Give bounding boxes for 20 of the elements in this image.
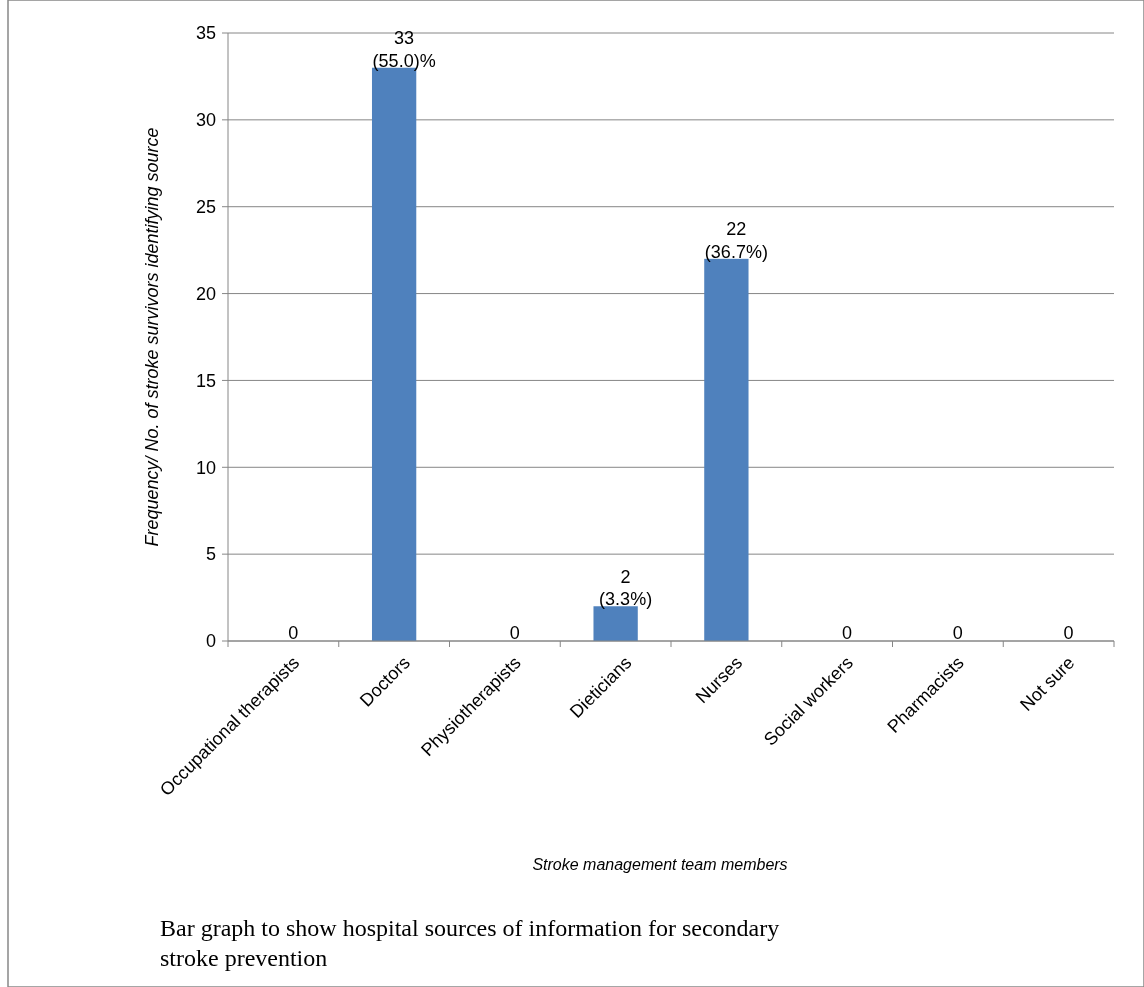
y-tick-label: 15 (195, 370, 216, 391)
data-label: 0 (952, 623, 963, 644)
y-axis-title: Frequency/ No. of stroke survivors identifying source (142, 127, 162, 547)
data-label: 0 (842, 623, 853, 644)
y-tick-label: 30 (195, 110, 216, 131)
y-tick-label: 5 (205, 544, 216, 565)
text: Bar graph to show hospital sources of information for secondary stroke prevention (160, 915, 780, 971)
y-tick-label: 10 (195, 457, 216, 478)
y-tick-label: 20 (195, 283, 216, 304)
data-label: 2 (3.3%) (599, 566, 653, 610)
y-tick-label: 35 (195, 23, 216, 44)
x-tick-label: Not sure (1016, 652, 1079, 715)
data-label: 0 (288, 623, 299, 644)
data-label: 0 (1063, 623, 1074, 644)
data-label: 33 (55.0)% (372, 28, 436, 71)
y-tick-label: 25 (195, 197, 216, 218)
x-axis-title: Stroke management team members (532, 856, 788, 873)
y-tick-label: 0 (205, 631, 216, 652)
data-label: 22 (36.7%) (704, 219, 768, 262)
data-label: 0 (509, 623, 520, 644)
